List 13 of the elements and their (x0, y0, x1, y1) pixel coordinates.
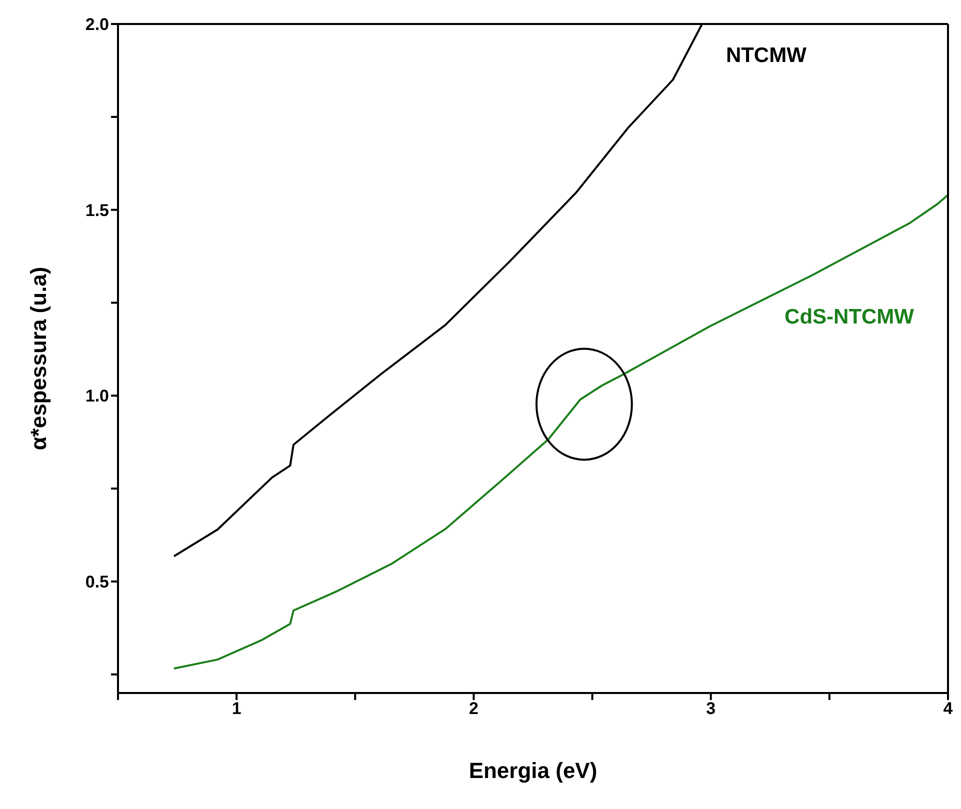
x-tick-label: 1 (232, 699, 242, 718)
line-series (172, 194, 948, 670)
series-label: CdS-NTCMW (784, 305, 914, 328)
series-label: NTCMW (726, 44, 807, 68)
x-tick-label: 4 (943, 699, 954, 718)
y-tick-label: 1.0 (85, 386, 109, 406)
x-axis-title: Energia (eV) (468, 758, 598, 783)
y-tick-label: 1.5 (85, 200, 109, 220)
y-axis-title: α*espessura (u.a) (26, 266, 51, 450)
y-tick-label: 2.0 (85, 15, 109, 34)
x-tick-label: 3 (706, 699, 716, 718)
x-tick-label: 2 (468, 699, 478, 718)
y-tick-label: 0.5 (85, 572, 109, 592)
